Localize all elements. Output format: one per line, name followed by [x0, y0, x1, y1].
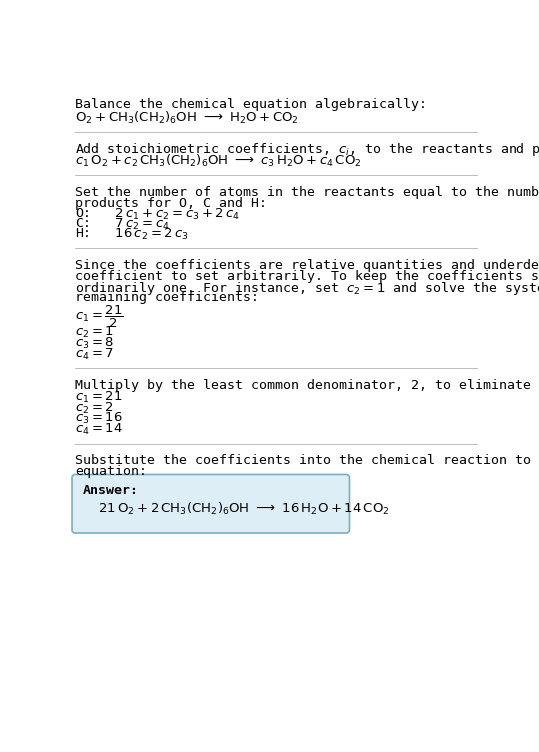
Text: $c_4 = 14$: $c_4 = 14$	[75, 422, 123, 437]
Text: H:   $16\,c_2 = 2\,c_3$: H: $16\,c_2 = 2\,c_3$	[75, 227, 189, 242]
Text: Since the coefficients are relative quantities and underdetermined, choose a: Since the coefficients are relative quan…	[75, 259, 539, 272]
Text: $c_4 = 7$: $c_4 = 7$	[75, 347, 114, 362]
Text: $21\,\mathrm{O_2} + 2\,\mathrm{CH_3(CH_2)_6OH} \ \longrightarrow \ 16\,\mathrm{H: $21\,\mathrm{O_2} + 2\,\mathrm{CH_3(CH_2…	[99, 501, 390, 517]
FancyBboxPatch shape	[72, 475, 349, 533]
Text: $c_1 = \dfrac{21}{2}$: $c_1 = \dfrac{21}{2}$	[75, 304, 124, 329]
Text: Balance the chemical equation algebraically:: Balance the chemical equation algebraica…	[75, 98, 427, 111]
Text: products for O, C and H:: products for O, C and H:	[75, 196, 267, 210]
Text: equation:: equation:	[75, 465, 147, 478]
Text: $c_2 = 1$: $c_2 = 1$	[75, 325, 114, 340]
Text: C:   $7\,c_2 = c_4$: C: $7\,c_2 = c_4$	[75, 217, 170, 232]
Text: Add stoichiometric coefficients, $c_i$, to the reactants and products:: Add stoichiometric coefficients, $c_i$, …	[75, 141, 539, 158]
Text: $c_3 = 8$: $c_3 = 8$	[75, 336, 114, 351]
Text: $c_1 = 21$: $c_1 = 21$	[75, 390, 122, 405]
Text: $c_2 = 2$: $c_2 = 2$	[75, 401, 114, 416]
Text: ordinarily one. For instance, set $c_2 = 1$ and solve the system of equations fo: ordinarily one. For instance, set $c_2 =…	[75, 280, 539, 298]
Text: $\mathrm{O_2 + CH_3(CH_2)_6OH \ \longrightarrow \ H_2O + CO_2}$: $\mathrm{O_2 + CH_3(CH_2)_6OH \ \longrig…	[75, 111, 299, 126]
Text: remaining coefficients:: remaining coefficients:	[75, 291, 259, 305]
Text: $c_1\,\mathrm{O_2} + c_2\,\mathrm{CH_3(CH_2)_6OH} \ \longrightarrow \ c_3\,\math: $c_1\,\mathrm{O_2} + c_2\,\mathrm{CH_3(C…	[75, 153, 362, 169]
Text: coefficient to set arbitrarily. To keep the coefficients small, the arbitrary va: coefficient to set arbitrarily. To keep …	[75, 270, 539, 283]
Text: O:   $2\,c_1 + c_2 = c_3 + 2\,c_4$: O: $2\,c_1 + c_2 = c_3 + 2\,c_4$	[75, 208, 240, 223]
Text: $c_3 = 16$: $c_3 = 16$	[75, 411, 123, 426]
Text: Answer:: Answer:	[83, 484, 139, 497]
Text: Set the number of atoms in the reactants equal to the number of atoms in the: Set the number of atoms in the reactants…	[75, 186, 539, 199]
Text: Substitute the coefficients into the chemical reaction to obtain the balanced: Substitute the coefficients into the che…	[75, 454, 539, 468]
Text: Multiply by the least common denominator, 2, to eliminate fractional coefficient: Multiply by the least common denominator…	[75, 379, 539, 392]
